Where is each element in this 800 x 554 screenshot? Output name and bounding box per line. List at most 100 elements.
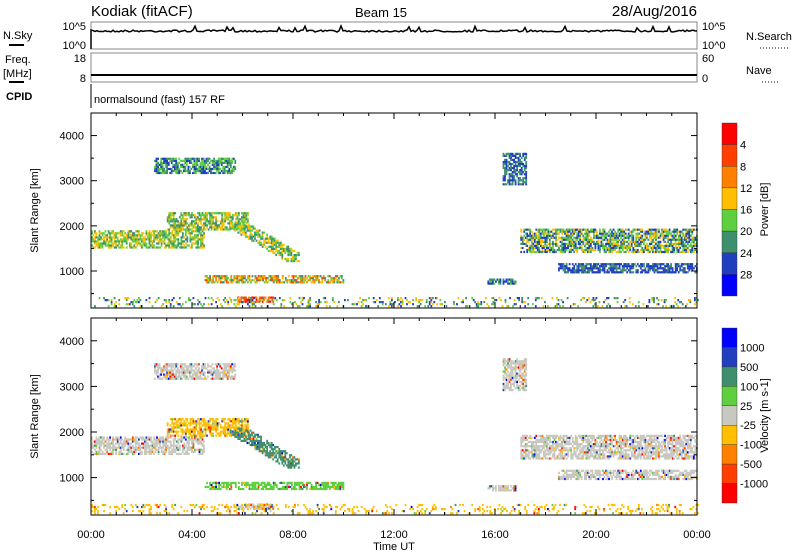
scatter-cell bbox=[165, 444, 167, 447]
scatter-cell bbox=[139, 446, 142, 449]
station-title: Kodiak (fitACF) bbox=[91, 3, 193, 20]
scatter-cell bbox=[334, 481, 337, 484]
scatter-cell bbox=[532, 236, 535, 239]
scatter-cell bbox=[614, 236, 616, 239]
scatter-cell bbox=[298, 462, 300, 465]
scatter-cell bbox=[174, 448, 177, 451]
scatter-cell bbox=[586, 250, 589, 254]
scatter-cell bbox=[194, 214, 196, 217]
scatter-cell bbox=[249, 229, 252, 232]
scatter-cell bbox=[160, 232, 163, 235]
scatter-cell bbox=[665, 232, 668, 235]
scatter-cell bbox=[206, 424, 208, 427]
scatter-cell bbox=[266, 281, 269, 284]
scatter-cell bbox=[266, 237, 268, 240]
scatter-cell bbox=[180, 452, 183, 455]
scatter-cell bbox=[197, 299, 199, 302]
scatter-cell bbox=[685, 248, 688, 252]
scatter-cell bbox=[667, 232, 669, 235]
scatter-cell bbox=[172, 234, 175, 237]
scatter-cell bbox=[285, 260, 288, 263]
scatter-cell bbox=[179, 163, 182, 166]
scatter-cell bbox=[145, 246, 148, 249]
scatter-cell bbox=[168, 230, 171, 233]
scatter-cell bbox=[287, 247, 290, 250]
scatter-cell bbox=[180, 242, 183, 245]
scatter-cell bbox=[175, 157, 178, 160]
scatter-cell bbox=[624, 263, 627, 266]
scatter-cell bbox=[232, 165, 235, 168]
scatter-cell bbox=[337, 301, 340, 304]
scatter-cell bbox=[505, 152, 508, 155]
scatter-cell bbox=[689, 234, 692, 237]
scatter-cell bbox=[138, 452, 140, 455]
scatter-cell bbox=[627, 238, 630, 241]
scatter-cell bbox=[142, 238, 145, 241]
scatter-cell bbox=[94, 246, 96, 249]
scatter-cell bbox=[683, 248, 686, 252]
scatter-cell bbox=[147, 444, 149, 447]
scatter-cell bbox=[171, 230, 174, 233]
scatter-cell bbox=[614, 234, 616, 237]
scatter-cell bbox=[685, 238, 688, 241]
scatter-cell bbox=[174, 226, 177, 229]
scatter-cell bbox=[148, 244, 151, 247]
scatter-cell bbox=[95, 450, 98, 453]
scatter-cell bbox=[544, 232, 547, 235]
scatter-cell bbox=[244, 216, 246, 219]
scatter-cell bbox=[225, 487, 228, 491]
colorbar-swatch bbox=[721, 144, 738, 167]
scatter-cell bbox=[574, 228, 577, 231]
scatter-cell bbox=[594, 271, 597, 274]
scatter-cell bbox=[646, 236, 648, 239]
scatter-cell bbox=[643, 265, 645, 268]
scatter-cell bbox=[174, 230, 177, 233]
scatter-cell bbox=[541, 236, 544, 239]
scatter-cell bbox=[568, 230, 571, 233]
scatter-cell bbox=[568, 244, 571, 247]
scatter-cell bbox=[579, 240, 582, 243]
scatter-cell bbox=[430, 299, 433, 302]
scatter-cell bbox=[260, 279, 263, 282]
scatter-cell bbox=[246, 437, 249, 440]
scatter-cell bbox=[127, 303, 130, 306]
scatter-cell bbox=[239, 420, 242, 423]
scatter-cell bbox=[644, 230, 647, 233]
scatter-cell bbox=[215, 224, 217, 227]
scatter-cell bbox=[104, 440, 107, 443]
scatter-cell bbox=[597, 246, 600, 250]
scatter-cell bbox=[652, 240, 654, 243]
scatter-cell bbox=[677, 248, 680, 252]
scatter-cell bbox=[222, 167, 225, 171]
scatter-cell bbox=[588, 269, 591, 272]
scatter-cell bbox=[670, 234, 672, 237]
scatter-cell bbox=[194, 428, 196, 431]
scatter-cell bbox=[239, 437, 241, 440]
scatter-cell bbox=[650, 232, 653, 235]
scatter-cell bbox=[639, 265, 642, 268]
scatter-cell bbox=[287, 249, 290, 252]
scatter-cell bbox=[186, 446, 189, 449]
scatter-cell bbox=[189, 216, 192, 219]
scatter-cell bbox=[271, 485, 274, 489]
scatter-cell bbox=[283, 485, 286, 489]
scatter-cell bbox=[227, 303, 230, 306]
scatter-cell bbox=[166, 434, 169, 437]
scatter-cell bbox=[235, 221, 238, 224]
scatter-cell bbox=[231, 432, 234, 435]
scatter-cell bbox=[204, 214, 207, 217]
scatter-cell bbox=[378, 297, 381, 300]
scatter-cell bbox=[109, 236, 111, 239]
scatter-cell bbox=[110, 303, 113, 306]
scatter-cell bbox=[652, 246, 654, 250]
scatter-cell bbox=[184, 224, 187, 227]
scatter-cell bbox=[600, 265, 603, 268]
scatter-cell bbox=[91, 438, 93, 441]
scatter-cell bbox=[588, 234, 591, 237]
scatter-cell bbox=[524, 244, 527, 247]
scatter-cell bbox=[266, 233, 268, 236]
scatter-cell bbox=[184, 232, 187, 235]
scatter-cell bbox=[456, 303, 458, 306]
scatter-cell bbox=[180, 246, 183, 249]
scatter-cell bbox=[327, 483, 330, 486]
